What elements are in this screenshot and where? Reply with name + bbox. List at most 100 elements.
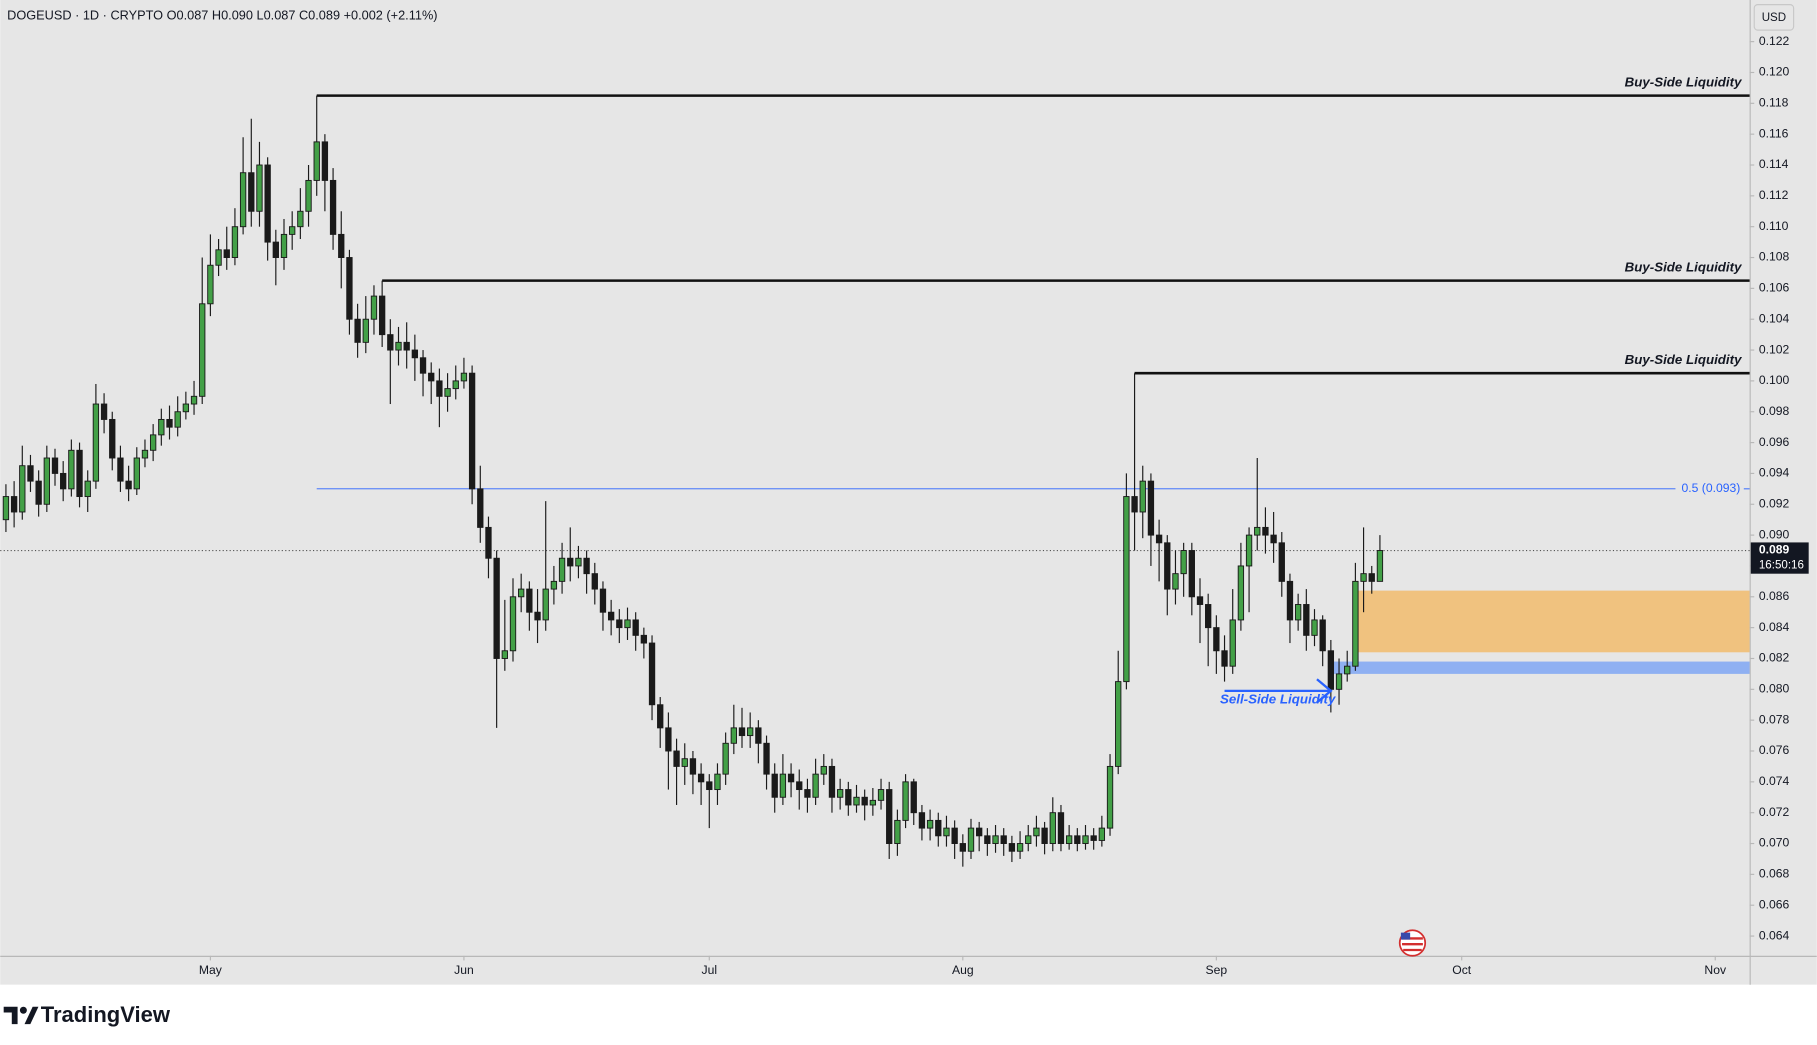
candle-body (493, 557, 500, 659)
candle-body (869, 799, 877, 806)
currency-box[interactable] (1753, 4, 1795, 31)
candle-body (239, 172, 247, 228)
candle-body (92, 403, 100, 482)
candle-body (1123, 496, 1130, 683)
candle-body (657, 704, 664, 729)
y-tick-label: 0.066 (1759, 897, 1790, 911)
symbol-header: DOGEUSD · 1D · CRYPTO O0.087 H0.090 L0.0… (7, 8, 437, 23)
x-tick-label: Jun (454, 963, 474, 977)
candle-body (804, 789, 811, 798)
candle-body (1278, 542, 1285, 582)
candle-body (158, 418, 165, 436)
candle-body (591, 573, 598, 590)
zone (1352, 590, 1750, 653)
candle-body (583, 557, 590, 575)
y-tick-label: 0.084 (1759, 620, 1790, 634)
level-label: Buy-Side Liquidity (1625, 259, 1742, 274)
candle-body (428, 372, 435, 382)
candle-body (828, 765, 836, 798)
candle-body (861, 796, 868, 806)
candle-body (1376, 550, 1384, 582)
candle-body (599, 588, 607, 613)
candle-body (877, 789, 885, 801)
candle-body (1090, 835, 1097, 841)
y-tick-label: 0.082 (1759, 651, 1790, 665)
candle-body (1245, 534, 1253, 567)
candle-body (697, 773, 705, 783)
candle-body (68, 449, 75, 490)
candle-body (1172, 573, 1179, 590)
candle-body (125, 480, 132, 490)
y-tick-label: 0.110 (1759, 219, 1789, 233)
candle-body (894, 819, 901, 844)
y-tick-label: 0.114 (1759, 157, 1789, 171)
candle-body (959, 843, 966, 852)
candle-body (117, 457, 124, 482)
candle-body (845, 789, 852, 806)
x-tick-label: Oct (1452, 963, 1472, 977)
candle-body (1016, 843, 1024, 852)
candle-body (550, 580, 558, 590)
candle-body (1000, 835, 1007, 844)
y-tick-label: 0.116 (1759, 126, 1789, 140)
candle-body (1319, 619, 1326, 652)
candle-body (1180, 550, 1187, 575)
y-tick-label: 0.080 (1759, 682, 1790, 696)
y-tick-label: 0.108 (1759, 250, 1790, 264)
candle-body (321, 141, 329, 181)
tradingview-logo (3, 1006, 39, 1025)
candle-body (1270, 534, 1277, 544)
candle-body (190, 395, 198, 405)
plot-layer: 0.064 0.066 0.068 0.070 0.072 0.074 0.076 0.078… (0, 34, 1790, 977)
candle-body (477, 488, 484, 528)
candle-body (468, 372, 476, 490)
candle-body (60, 472, 67, 490)
level-label: Buy-Side Liquidity (1625, 74, 1742, 89)
candle-body (1074, 835, 1081, 844)
x-tick-label: Nov (1704, 963, 1727, 977)
candle-body (141, 449, 149, 459)
candle-body (886, 789, 893, 844)
arrow-label: Sell-Side Liquidity (1220, 692, 1336, 707)
y-tick-label: 0.122 (1759, 34, 1790, 48)
candle-body (174, 411, 181, 428)
last-price-box (1750, 542, 1809, 574)
y-tick-label: 0.096 (1759, 435, 1790, 449)
footer-background (0, 984, 1817, 1045)
candle-body (1360, 573, 1367, 582)
candle-body (452, 380, 459, 390)
y-tick-label: 0.118 (1759, 96, 1789, 110)
candle-body (387, 334, 394, 351)
candle-body (1106, 765, 1114, 829)
candle-body (771, 773, 778, 798)
candle-body (436, 380, 443, 397)
candle-body (779, 773, 787, 798)
candle-body (648, 642, 656, 706)
y-tick-label: 0.086 (1759, 589, 1790, 603)
candle-body (542, 588, 549, 621)
y-tick-label: 0.068 (1759, 867, 1790, 881)
arrow-head (1316, 678, 1333, 704)
currency-label: USD (1762, 12, 1786, 24)
flag-icon (1398, 929, 1427, 957)
candle-body (812, 773, 819, 798)
candle-body (1221, 650, 1228, 667)
candle-body (689, 758, 697, 775)
candle-body (1008, 843, 1016, 852)
candle-body (681, 758, 688, 767)
candle-body (1262, 526, 1269, 536)
candle-body (1254, 526, 1261, 536)
candle-body (297, 210, 304, 228)
candle-body (967, 827, 975, 852)
candle-body (403, 341, 410, 351)
candle-body (747, 727, 754, 737)
last-price-label: 0.089 (1759, 543, 1790, 557)
candle-body (1213, 627, 1220, 652)
y-tick-label: 0.064 (1759, 928, 1790, 942)
candle-body (149, 434, 157, 451)
candle-body (338, 233, 345, 258)
candle-body (1205, 604, 1212, 629)
candle-body (1335, 673, 1343, 690)
candle-body (207, 264, 214, 305)
candle-body (976, 827, 983, 837)
